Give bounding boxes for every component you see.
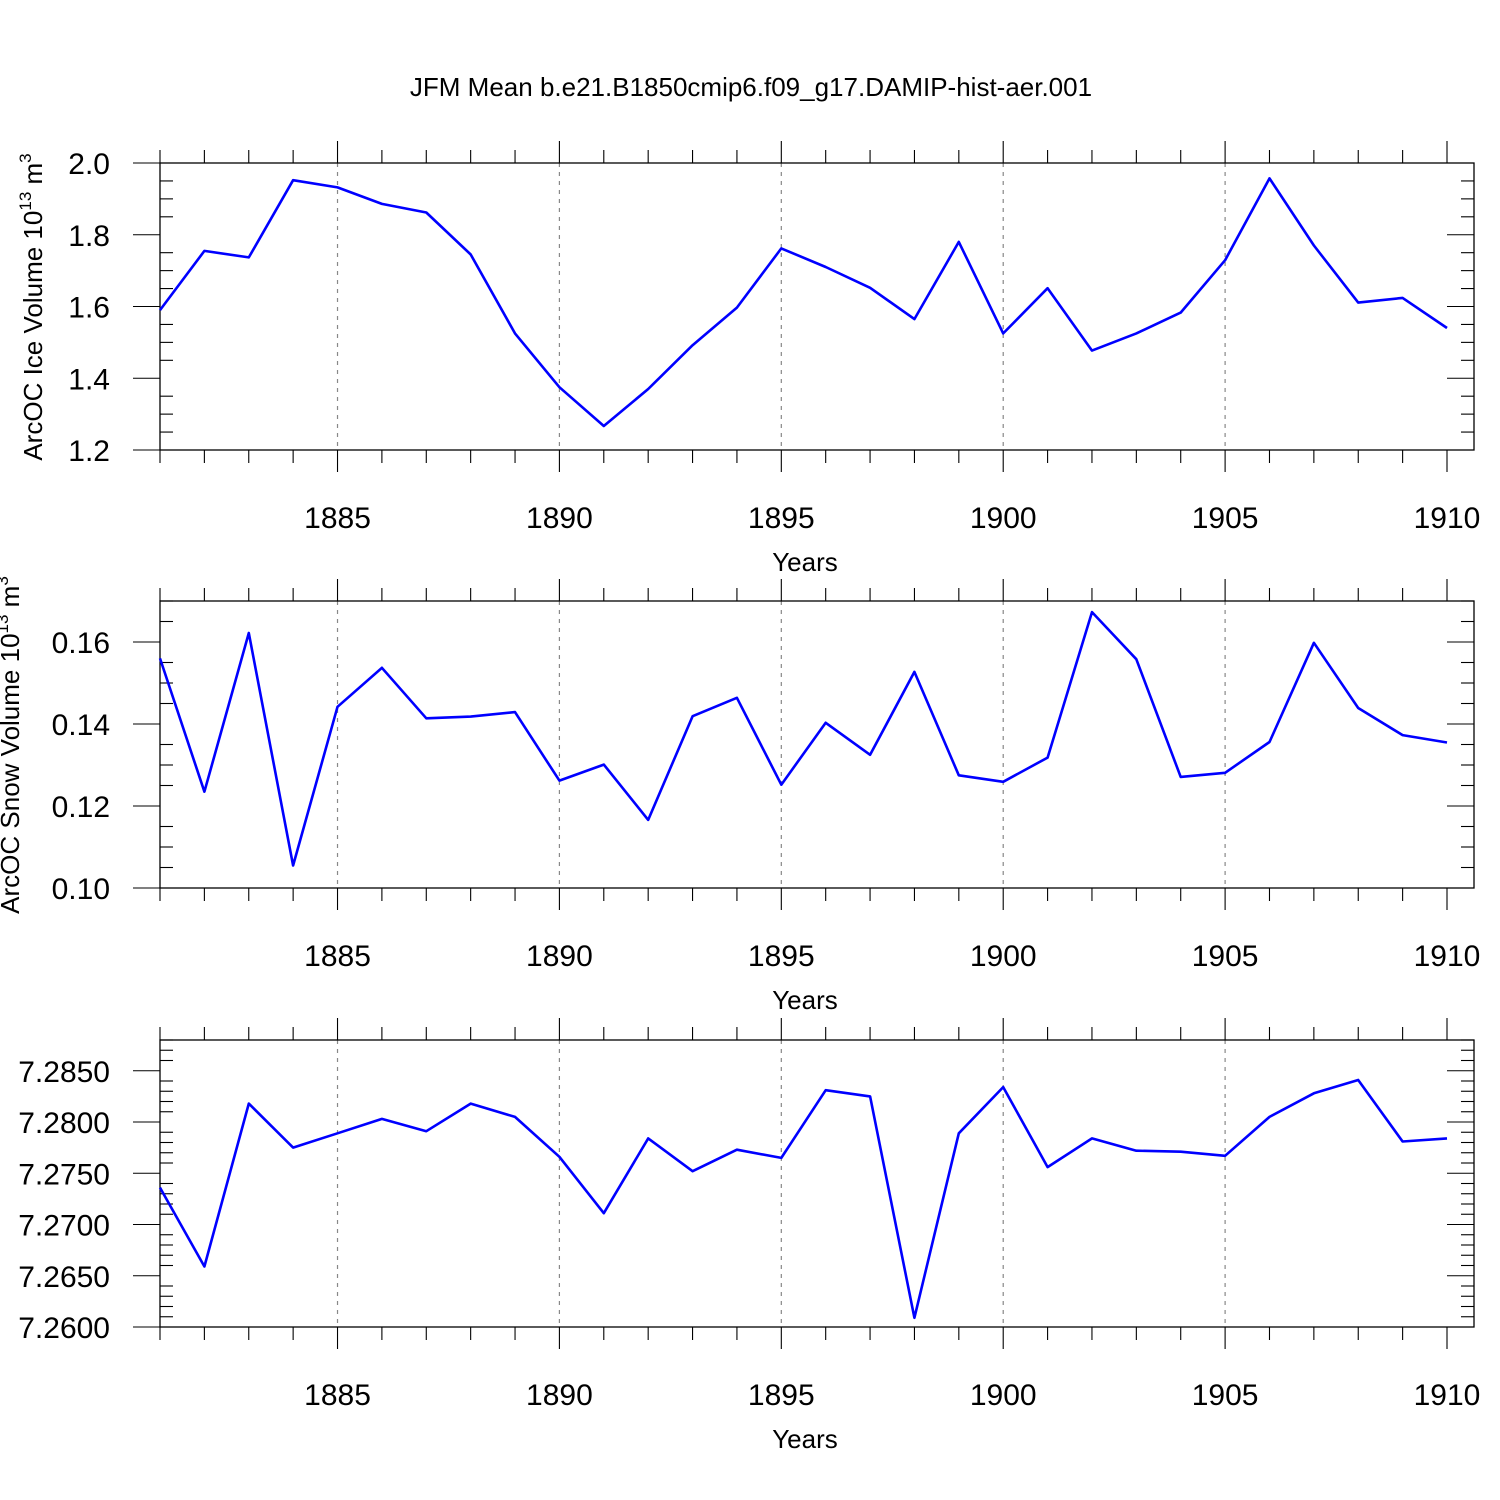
ice-ylabel-exp-power: 13 bbox=[16, 192, 35, 211]
snow-xtick-label-1885: 1885 bbox=[304, 940, 371, 973]
panel-ice-ylabel: ArcOC Ice Volume 1013 m3 bbox=[7, 153, 48, 460]
three-xtick-label-1895: 1895 bbox=[748, 1379, 815, 1412]
ice-ylabel-unit-base: m bbox=[18, 163, 48, 185]
ice-plot-frame bbox=[159, 162, 1475, 451]
panel-snow-xlabel: Years bbox=[772, 985, 838, 1015]
three-ytick-label-7.2850: 7.2850 bbox=[18, 1056, 110, 1089]
ice-ytick-label-1.8: 1.8 bbox=[68, 220, 110, 253]
snow-ylabel-unit-base: m bbox=[0, 586, 25, 608]
ice-ylabel-exp-base: 10 bbox=[18, 211, 48, 240]
three-ytick-label-7.2800: 7.2800 bbox=[18, 1107, 110, 1140]
snow-ylabel-unit-power: 3 bbox=[0, 576, 12, 585]
ice-ytick-label-1.2: 1.2 bbox=[68, 435, 110, 468]
ice-xtick-label-1890: 1890 bbox=[526, 502, 593, 535]
snow-xtick-label-1905: 1905 bbox=[1192, 940, 1259, 973]
panel-snow-volume: ArcOC Snow Volume 1013 m3 Years 1885 1890… bbox=[0, 576, 1480, 1015]
three-plot-frame bbox=[159, 1039, 1475, 1328]
snow-ylabel-exp-power: 13 bbox=[0, 615, 12, 634]
snow-xtick-label-1890: 1890 bbox=[526, 940, 593, 973]
figure-title: JFM Mean b.e21.B1850cmip6.f09_g17.DAMIP-… bbox=[410, 72, 1092, 102]
ice-ylabel-unit-power: 3 bbox=[16, 153, 35, 162]
panel-ice-xlabel: Years bbox=[772, 547, 838, 577]
ice-xtick-label-1910: 1910 bbox=[1414, 502, 1481, 535]
three-xtick-label-1890: 1890 bbox=[526, 1379, 593, 1412]
three-xtick-label-1885: 1885 bbox=[304, 1379, 371, 1412]
snow-xtick-label-1910: 1910 bbox=[1414, 940, 1481, 973]
ice-ytick-label-1.6: 1.6 bbox=[68, 292, 110, 325]
three-series-line bbox=[158, 1078, 1448, 1320]
panel-ice-volume: ArcOC Ice Volume 1013 m3 Years 1885 1890 1… bbox=[7, 141, 1481, 577]
snow-series-line bbox=[158, 610, 1448, 867]
three-xtick-label-1905: 1905 bbox=[1192, 1379, 1259, 1412]
ice-xtick-label-1895: 1895 bbox=[748, 502, 815, 535]
snow-ytick-label-0.12: 0.12 bbox=[52, 791, 110, 824]
three-ytick-label-7.2650: 7.2650 bbox=[18, 1261, 110, 1294]
snow-ytick-label-0.16: 0.16 bbox=[52, 627, 110, 660]
ice-xtick-label-1885: 1885 bbox=[304, 502, 371, 535]
snow-plot-frame bbox=[159, 600, 1475, 889]
snow-ytick-label-0.10: 0.10 bbox=[52, 873, 110, 906]
ice-ytick-label-1.4: 1.4 bbox=[68, 363, 110, 396]
three-ytick-label-7.2600: 7.2600 bbox=[18, 1312, 110, 1345]
three-xtick-label-1900: 1900 bbox=[970, 1379, 1037, 1412]
snow-ylabel-exp-base: 10 bbox=[0, 633, 25, 662]
three-xtick-label-1910: 1910 bbox=[1414, 1379, 1481, 1412]
ice-series-line bbox=[158, 177, 1448, 428]
snow-ylabel-text: ArcOC Snow Volume bbox=[0, 670, 25, 914]
panel-three: Years 1885 1890 1895 1900 1905 1910 7.2600 7.26… bbox=[18, 1018, 1480, 1454]
snow-xtick-label-1895: 1895 bbox=[748, 940, 815, 973]
ice-xtick-label-1905: 1905 bbox=[1192, 502, 1259, 535]
snow-xtick-label-1900: 1900 bbox=[970, 940, 1037, 973]
three-ytick-label-7.2750: 7.2750 bbox=[18, 1158, 110, 1191]
ice-ylabel-text: ArcOC Ice Volume bbox=[18, 247, 48, 461]
ice-xtick-label-1900: 1900 bbox=[970, 502, 1037, 535]
three-ytick-label-7.2700: 7.2700 bbox=[18, 1210, 110, 1243]
panel-three-xlabel: Years bbox=[772, 1424, 838, 1454]
ice-ytick-label-2.0: 2.0 bbox=[68, 148, 110, 181]
panel-snow-ylabel: ArcOC Snow Volume 1013 m3 bbox=[0, 576, 25, 914]
snow-ytick-label-0.14: 0.14 bbox=[52, 709, 110, 742]
